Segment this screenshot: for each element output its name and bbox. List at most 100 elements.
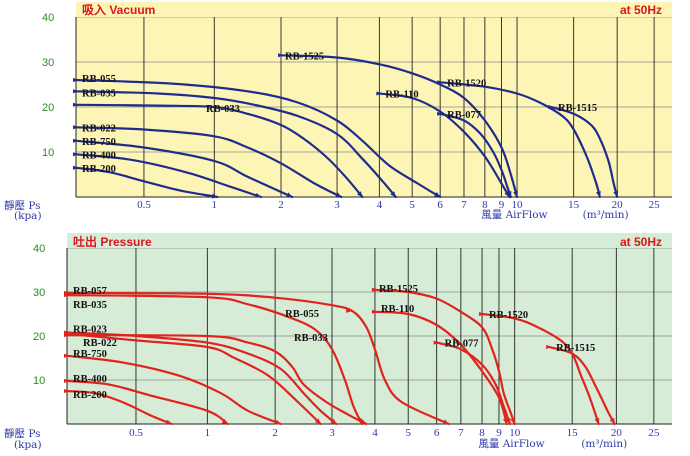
x-tick-label: 4 — [377, 199, 383, 211]
x-tick-label: 6 — [434, 427, 440, 439]
series-curve-rb-057 — [65, 291, 450, 426]
series-label-rb-200: RB-200 — [82, 164, 116, 175]
y-tick-label: 30 — [42, 57, 54, 69]
series-start-marker — [73, 125, 79, 130]
header-band — [76, 2, 672, 17]
series-arrowhead — [609, 418, 615, 424]
series-curve-rb-750 — [65, 354, 282, 426]
series-arrowhead — [506, 191, 512, 197]
series-curve-rb-035 — [74, 90, 397, 199]
series-curve-rb-055 — [74, 78, 442, 199]
y-axis-unit: (kpa) — [14, 439, 42, 451]
series-arrowhead — [595, 191, 601, 197]
chart-title: 吸入 Vacuum — [82, 3, 155, 17]
series-curve-rb-200 — [74, 166, 219, 199]
x-tick-label: 0.5 — [129, 427, 143, 439]
series-arrowhead — [360, 419, 367, 424]
x-tick-label: 1 — [212, 199, 218, 211]
series-start-marker — [437, 80, 444, 85]
series-label-rb-1515: RB-1515 — [558, 103, 597, 114]
x-tick-label: 10 — [509, 427, 521, 439]
series-label-rb-057: RB-057 — [73, 286, 107, 297]
x-tick-label: 1 — [205, 427, 211, 439]
series-arrowhead — [594, 418, 600, 424]
series-curve-rb-1525 — [279, 54, 519, 199]
series-label-rb-035: RB-035 — [82, 88, 116, 99]
series-arrowhead — [314, 418, 321, 424]
series-arrowhead — [442, 419, 449, 425]
series-start-marker — [548, 105, 555, 109]
frequency-label: at 50Hz — [620, 235, 662, 249]
series-arrowhead — [255, 192, 261, 198]
x-tick-label: 2 — [272, 427, 278, 439]
series-label-rb-1525: RB-1525 — [379, 284, 418, 295]
y-axis-label: 靜壓 Ps — [4, 199, 41, 212]
series-curve-rb-022 — [74, 126, 343, 199]
series-curve-rb-110 — [378, 92, 511, 199]
vacuum-panel: 吸入 Vacuum at 50Hz 10 20 30 40 0.5 1 2 3 4 5 6 7 8 9 10 15… — [4, 2, 672, 222]
x-tick-label: 25 — [649, 199, 661, 211]
series-start-marker — [73, 152, 79, 157]
x-tick-label: 15 — [568, 199, 580, 211]
series-start-marker — [371, 287, 378, 292]
x-tick-label: 2 — [278, 199, 284, 211]
series-start-marker — [64, 353, 70, 358]
frequency-label: at 50Hz — [620, 3, 662, 17]
series-arrowhead — [221, 418, 228, 424]
x-tick-label: 7 — [458, 427, 464, 439]
x-tick-label: 5 — [409, 199, 415, 211]
series-label-rb-110: RB-110 — [381, 304, 414, 315]
series-curve-rb-1525 — [373, 288, 516, 426]
y-axis-unit: (kpa) — [14, 210, 42, 222]
x-tick-label: 5 — [405, 427, 411, 439]
series-start-marker — [371, 309, 378, 314]
series-label-rb-400: RB-400 — [82, 150, 116, 161]
x-axis-unit: (m³/min) — [581, 438, 627, 450]
x-tick-label: 7 — [461, 199, 467, 211]
series-curve-rb-1520 — [439, 81, 601, 199]
series-label-rb-035: RB-035 — [73, 300, 107, 311]
series-curve-rb-110 — [373, 310, 508, 426]
series-arrowhead — [513, 191, 519, 197]
series-label-rb-110: RB-110 — [385, 90, 418, 101]
series-start-marker — [73, 138, 79, 143]
y-tick-label: 40 — [42, 12, 54, 24]
series-label-rb-1515: RB-1515 — [556, 343, 595, 354]
series-label-rb-055: RB-055 — [82, 74, 116, 85]
series-arrowhead — [434, 192, 441, 197]
series-start-marker — [433, 340, 440, 345]
series-curve-rb-750 — [74, 139, 294, 199]
series-arrowhead — [330, 418, 337, 424]
series-curve-rb-1515 — [548, 345, 616, 426]
x-tick-label: 0.5 — [137, 199, 151, 211]
series-label-rb-400: RB-400 — [73, 374, 107, 385]
y-tick-label: 40 — [33, 243, 45, 255]
y-tick-label: 10 — [33, 375, 45, 387]
series-arrowhead — [505, 418, 511, 424]
series-start-marker — [64, 389, 70, 393]
series-start-marker — [73, 78, 79, 82]
series-start-marker — [73, 165, 79, 170]
series-arrowhead — [613, 191, 619, 197]
chart-title: 吐出 Pressure — [73, 234, 152, 249]
series-curve-rb-077 — [435, 341, 512, 426]
x-tick-label: 6 — [437, 199, 443, 211]
series-arrowhead — [211, 193, 218, 199]
series-curve-rb-077 — [439, 112, 512, 199]
x-tick-label: 15 — [567, 427, 579, 439]
header-band — [67, 233, 672, 248]
series-start-marker — [64, 331, 70, 336]
x-tick-label: 3 — [334, 199, 340, 211]
series-start-marker — [376, 91, 383, 96]
series-curve-rb-035 — [65, 294, 364, 426]
series-start-marker — [479, 312, 486, 316]
x-tick-label: 10 — [512, 199, 524, 211]
series-curve-rb-1515 — [549, 105, 619, 199]
series-curve-rb-400 — [65, 379, 229, 426]
series-start-marker — [278, 53, 285, 58]
series-label-rb-022: RB-022 — [82, 123, 116, 134]
x-tick-label: 25 — [648, 427, 660, 439]
x-tick-label: 8 — [479, 427, 485, 439]
series-arrowhead — [390, 191, 396, 197]
